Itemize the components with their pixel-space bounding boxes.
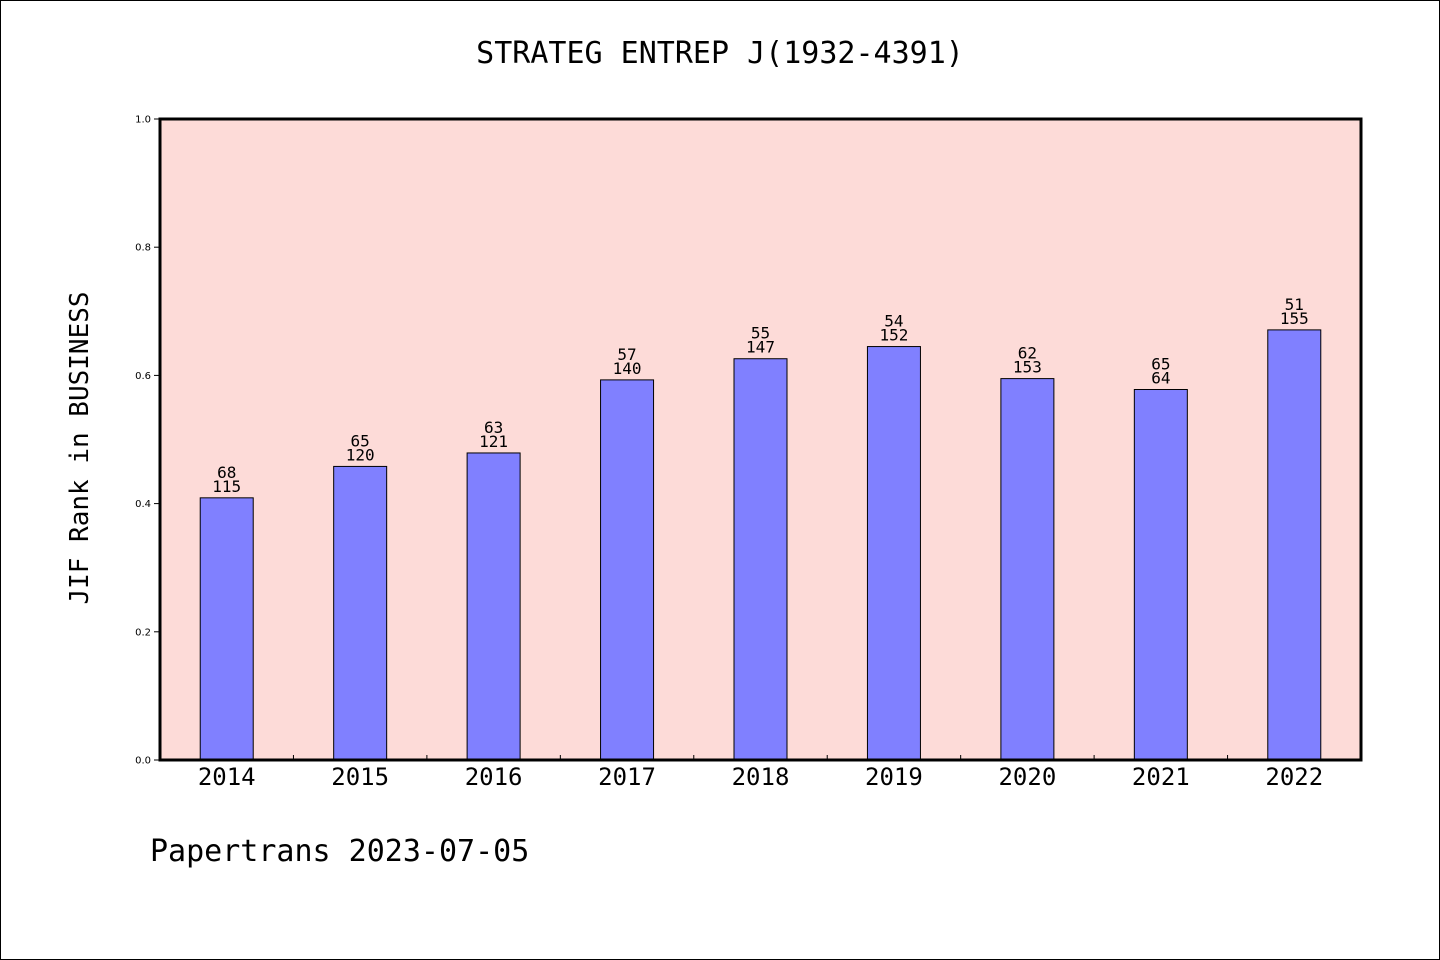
- bar: [866, 346, 921, 761]
- data-label-rank: 57: [617, 345, 636, 364]
- data-label-rank: 68: [217, 463, 236, 482]
- x-tick-label: 2021: [1132, 763, 1190, 791]
- bar: [1133, 389, 1188, 761]
- x-tick-label: 2015: [331, 763, 389, 791]
- bar: [600, 379, 655, 761]
- data-label-total: 140: [613, 359, 642, 378]
- data-label-rank: 65: [351, 431, 370, 450]
- data-label-total: 152: [879, 326, 908, 345]
- bar: [1000, 378, 1055, 761]
- y-tick-label: 0.4: [135, 499, 151, 510]
- y-tick-label: 0.2: [135, 627, 151, 638]
- data-label-total: 153: [1013, 358, 1042, 377]
- data-label-total: 155: [1280, 309, 1309, 328]
- y-tick-label: 1.0: [135, 115, 151, 126]
- y-tick-label: 0.8: [135, 243, 151, 254]
- x-tick-label: 2018: [732, 763, 790, 791]
- data-label-rank: 63: [484, 418, 503, 437]
- x-tick-label: 2017: [598, 763, 656, 791]
- footer-credit: Papertrans 2023-07-05: [150, 834, 530, 869]
- data-label-rank: 51: [1285, 295, 1304, 314]
- bar: [333, 465, 388, 761]
- bar: [466, 452, 521, 761]
- chart-title: STRATEG ENTREP J(1932-4391): [476, 36, 964, 71]
- y-tick-label: 0.6: [135, 371, 151, 382]
- data-label-total: 147: [746, 338, 775, 357]
- data-label-total: 120: [346, 445, 375, 464]
- x-tick-label: 2016: [465, 763, 523, 791]
- bar: [199, 497, 254, 761]
- data-label-total: 115: [212, 477, 241, 496]
- x-tick-label: 2014: [198, 763, 256, 791]
- plot-border: [158, 117, 1363, 762]
- data-label-total: 64: [1151, 369, 1170, 388]
- bar: [1267, 329, 1322, 761]
- data-label-total: 121: [479, 432, 508, 451]
- data-label-rank: 55: [751, 324, 770, 343]
- x-tick-label: 2019: [865, 763, 923, 791]
- data-label-rank: 65: [1151, 355, 1170, 374]
- x-tick-label: 2020: [998, 763, 1056, 791]
- data-label-rank: 54: [884, 312, 903, 331]
- bar: [733, 358, 788, 761]
- data-label-rank: 62: [1018, 344, 1037, 363]
- y-tick-label: 0.0: [135, 756, 151, 767]
- x-tick-label: 2022: [1265, 763, 1323, 791]
